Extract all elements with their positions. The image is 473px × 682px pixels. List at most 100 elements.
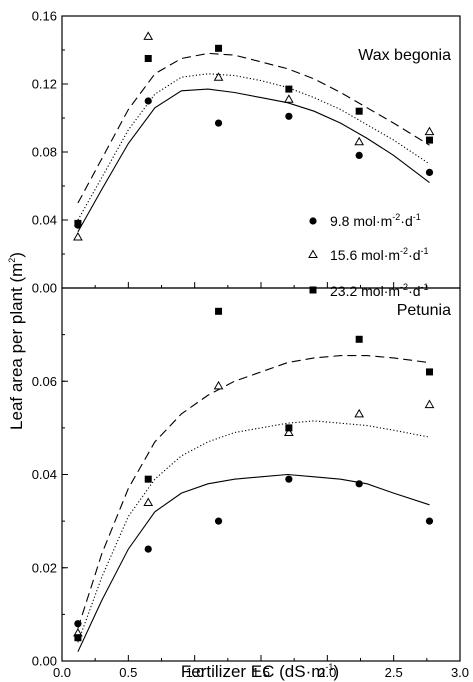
- bottom-point-triangle: [424, 399, 435, 409]
- legend-exp-a: -2: [400, 282, 408, 292]
- bottom-point-square: [144, 475, 152, 483]
- legend-dot-b: ·: [408, 247, 413, 263]
- bottom-point-square: [425, 368, 433, 376]
- bottom-fit-line-dotted: [77, 420, 430, 643]
- top-point-square: [285, 85, 293, 93]
- top-fit-line-solid: [77, 88, 430, 233]
- legend-exp-b: -1: [421, 282, 429, 292]
- top-point-square: [355, 107, 363, 115]
- legend-marker-circle: [309, 217, 317, 225]
- y-axis-label: Leaf area per plant (m2): [7, 252, 26, 430]
- top-point-square: [74, 219, 82, 227]
- bottom-point-circle: [425, 517, 434, 525]
- x-tick-label: 0.0: [53, 665, 71, 680]
- legend-unit-b: d: [413, 247, 421, 263]
- top-y-tick-label: 0.12: [32, 77, 57, 92]
- top-panel-title: Wax begonia: [358, 47, 451, 64]
- top-point-triangle: [213, 72, 224, 81]
- bottom-point-triangle: [354, 408, 365, 418]
- bottom-point-square: [74, 634, 82, 642]
- top-point-square: [144, 55, 152, 62]
- top-point-circle: [285, 112, 293, 120]
- top-point-square: [425, 136, 433, 144]
- bottom-point-circle: [144, 545, 152, 553]
- top-point-square: [215, 44, 223, 52]
- bottom-fit-line-dashed: [77, 355, 430, 629]
- legend-entry-15-6: 15.6 mol·m-2·d-1: [308, 246, 429, 263]
- legend-value: 23.2 mol: [330, 283, 384, 299]
- x-axis-label-main: Fertilizer EC (dS: [181, 662, 306, 681]
- top-point-circle: [144, 97, 152, 105]
- x-tick-label: 2.5: [385, 665, 403, 680]
- legend-exp-b: -1: [421, 246, 429, 256]
- axis-ticks: 0.00 0.04 0.08 0.12 0.16 0.00 0.02 0.04 0.06 0.0 0…: [32, 9, 469, 681]
- legend-unit-b: d: [413, 283, 421, 299]
- y-axis-label-main: Leaf area per plant (m: [7, 263, 26, 430]
- top-point-triangle: [283, 94, 294, 103]
- legend-marker-triangle: [308, 249, 318, 258]
- top-panel-plot-area: [73, 31, 435, 241]
- bottom-y-tick-label: 0.06: [32, 374, 57, 389]
- x-tick-label: 2.0: [318, 665, 336, 680]
- legend-exp-a: -2: [400, 246, 408, 256]
- bottom-point-circle: [285, 475, 293, 483]
- x-axis-label-close: ): [333, 662, 339, 681]
- legend-dot: ·: [384, 247, 389, 263]
- bottom-point-square: [215, 307, 223, 315]
- legend-value: 15.6 mol: [330, 247, 384, 263]
- top-y-tick-label: 0.16: [32, 9, 57, 24]
- x-tick-label: 1.0: [186, 665, 204, 680]
- legend-exp-b: -1: [413, 212, 421, 222]
- legend-unit-a: m: [388, 283, 400, 299]
- y-axis-label-close: ): [7, 252, 26, 258]
- bottom-point-triangle: [143, 497, 154, 506]
- legend: 9.8 mol·m-2·d-1 15.6 mol·m-2·d-1 23.2 mo…: [308, 212, 429, 299]
- legend-entry-9-8: 9.8 mol·m-2·d-1: [309, 212, 421, 229]
- bottom-panel-title: Petunia: [397, 302, 451, 319]
- legend-label-9-8: 9.8 mol·m-2·d-1: [330, 212, 421, 229]
- bottom-y-tick-label: 0.02: [32, 560, 57, 575]
- legend-dot-b: ·: [408, 283, 413, 299]
- bottom-point-circle: [355, 480, 363, 488]
- bottom-point-square: [285, 424, 293, 432]
- bottom-point-triangle: [283, 427, 294, 437]
- x-tick-label: 1.5: [252, 665, 270, 680]
- legend-label-23-2: 23.2 mol·m-2·d-1: [330, 282, 429, 299]
- legend-label-15-6: 15.6 mol·m-2·d-1: [330, 246, 429, 263]
- bottom-point-triangle: [213, 380, 224, 390]
- top-point-triangle: [354, 136, 365, 146]
- legend-unit-a: m: [381, 213, 393, 229]
- bottom-fit-line-solid: [77, 473, 430, 652]
- x-axis-label: Fertilizer EC (dS·m-1): [181, 662, 339, 681]
- bottom-panel-plot-area: [73, 307, 435, 652]
- legend-dot: ·: [376, 213, 381, 229]
- legend-dot: ·: [384, 283, 389, 299]
- legend-entry-23-2: 23.2 mol·m-2·d-1: [309, 282, 429, 299]
- legend-value: 9.8 mol: [330, 213, 376, 229]
- top-point-triangle: [424, 126, 435, 136]
- top-point-circle: [355, 151, 363, 159]
- bottom-y-tick-label: 0.04: [32, 467, 57, 482]
- top-point-circle: [425, 168, 434, 176]
- y-axis-label-exp: 2: [7, 258, 17, 263]
- top-point-triangle: [73, 231, 83, 241]
- x-tick-label: 0.5: [119, 665, 137, 680]
- top-y-tick-label: 0.04: [32, 213, 57, 228]
- x-axis-label-unit: m: [311, 662, 325, 681]
- legend-unit-a: m: [388, 247, 400, 263]
- x-tick-label: 3.0: [451, 665, 469, 680]
- top-y-tick-label: 0.00: [32, 281, 57, 296]
- top-point-circle: [214, 119, 223, 127]
- top-y-tick-label: 0.08: [32, 145, 57, 160]
- bottom-point-circle: [214, 517, 223, 525]
- legend-dot-b: ·: [400, 213, 405, 229]
- bottom-panel-frame: [61, 287, 461, 662]
- legend-exp-a: -2: [392, 212, 400, 222]
- top-point-triangle: [143, 31, 154, 40]
- bottom-point-circle: [74, 620, 82, 628]
- legend-unit-b: d: [405, 213, 413, 229]
- bottom-y-tick-label: 0.00: [32, 654, 57, 669]
- legend-marker-square: [309, 286, 317, 294]
- top-fit-line-dashed: [77, 52, 430, 204]
